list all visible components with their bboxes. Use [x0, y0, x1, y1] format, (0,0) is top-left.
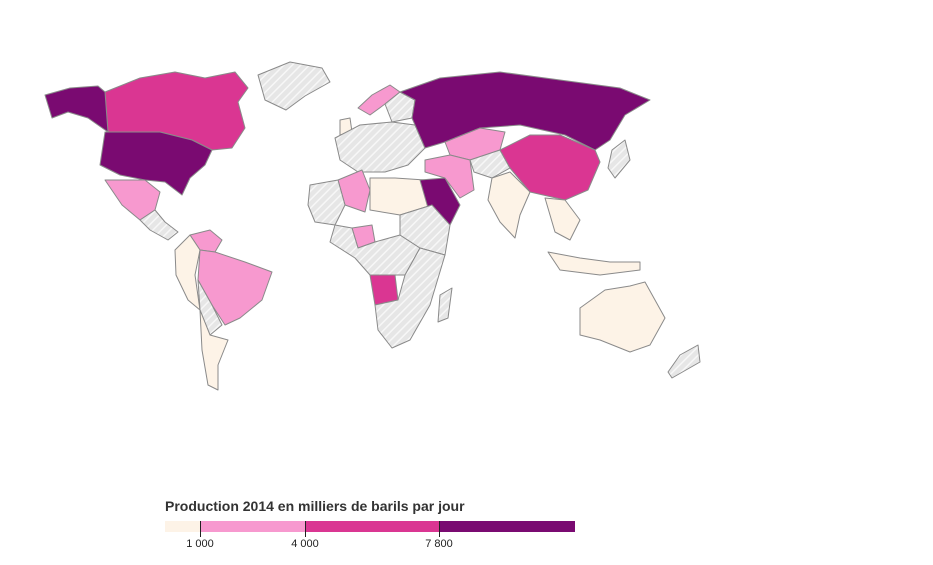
legend-label-3: 7 800 [425, 538, 453, 550]
legend-bar [165, 521, 575, 532]
legend-title: Production 2014 en milliers de barils pa… [165, 498, 465, 514]
legend-swatch-bin-1 [200, 521, 305, 532]
legend-swatch-bin-0 [165, 521, 200, 532]
legend: Production 2014 en milliers de barils pa… [165, 498, 585, 558]
region-colombia-peru[interactable] [174, 234, 201, 311]
region-europe[interactable] [334, 121, 426, 173]
legend-tick-1 [200, 521, 201, 537]
region-japan[interactable] [607, 139, 631, 179]
region-sahara-west[interactable] [307, 179, 346, 226]
region-china[interactable] [499, 134, 601, 201]
region-india[interactable] [487, 171, 531, 239]
region-iraq-iran[interactable] [424, 154, 475, 199]
legend-label-2: 4 000 [291, 538, 319, 550]
legend-swatch-bin-3 [439, 521, 575, 532]
region-central-asia[interactable] [469, 149, 511, 179]
world-map [44, 61, 701, 391]
region-southern-africa[interactable] [374, 247, 446, 349]
region-bolivia-paraguay[interactable] [197, 279, 223, 336]
region-madagascar[interactable] [437, 287, 453, 323]
region-central-america[interactable] [139, 209, 179, 241]
region-usa[interactable] [99, 131, 213, 196]
legend-label-1: 1 000 [186, 538, 214, 550]
legend-swatch-bin-2 [305, 521, 439, 532]
legend-tick-2 [305, 521, 306, 537]
region-russia[interactable] [399, 71, 651, 151]
region-southeast-asia[interactable] [544, 197, 581, 241]
region-new-zealand[interactable] [667, 344, 701, 379]
region-argentina-chile[interactable] [199, 309, 229, 391]
region-greenland[interactable] [257, 61, 331, 111]
region-indonesia[interactable] [547, 251, 641, 276]
legend-tick-3 [439, 521, 440, 537]
region-alaska[interactable] [44, 85, 109, 133]
region-australia[interactable] [579, 281, 666, 353]
